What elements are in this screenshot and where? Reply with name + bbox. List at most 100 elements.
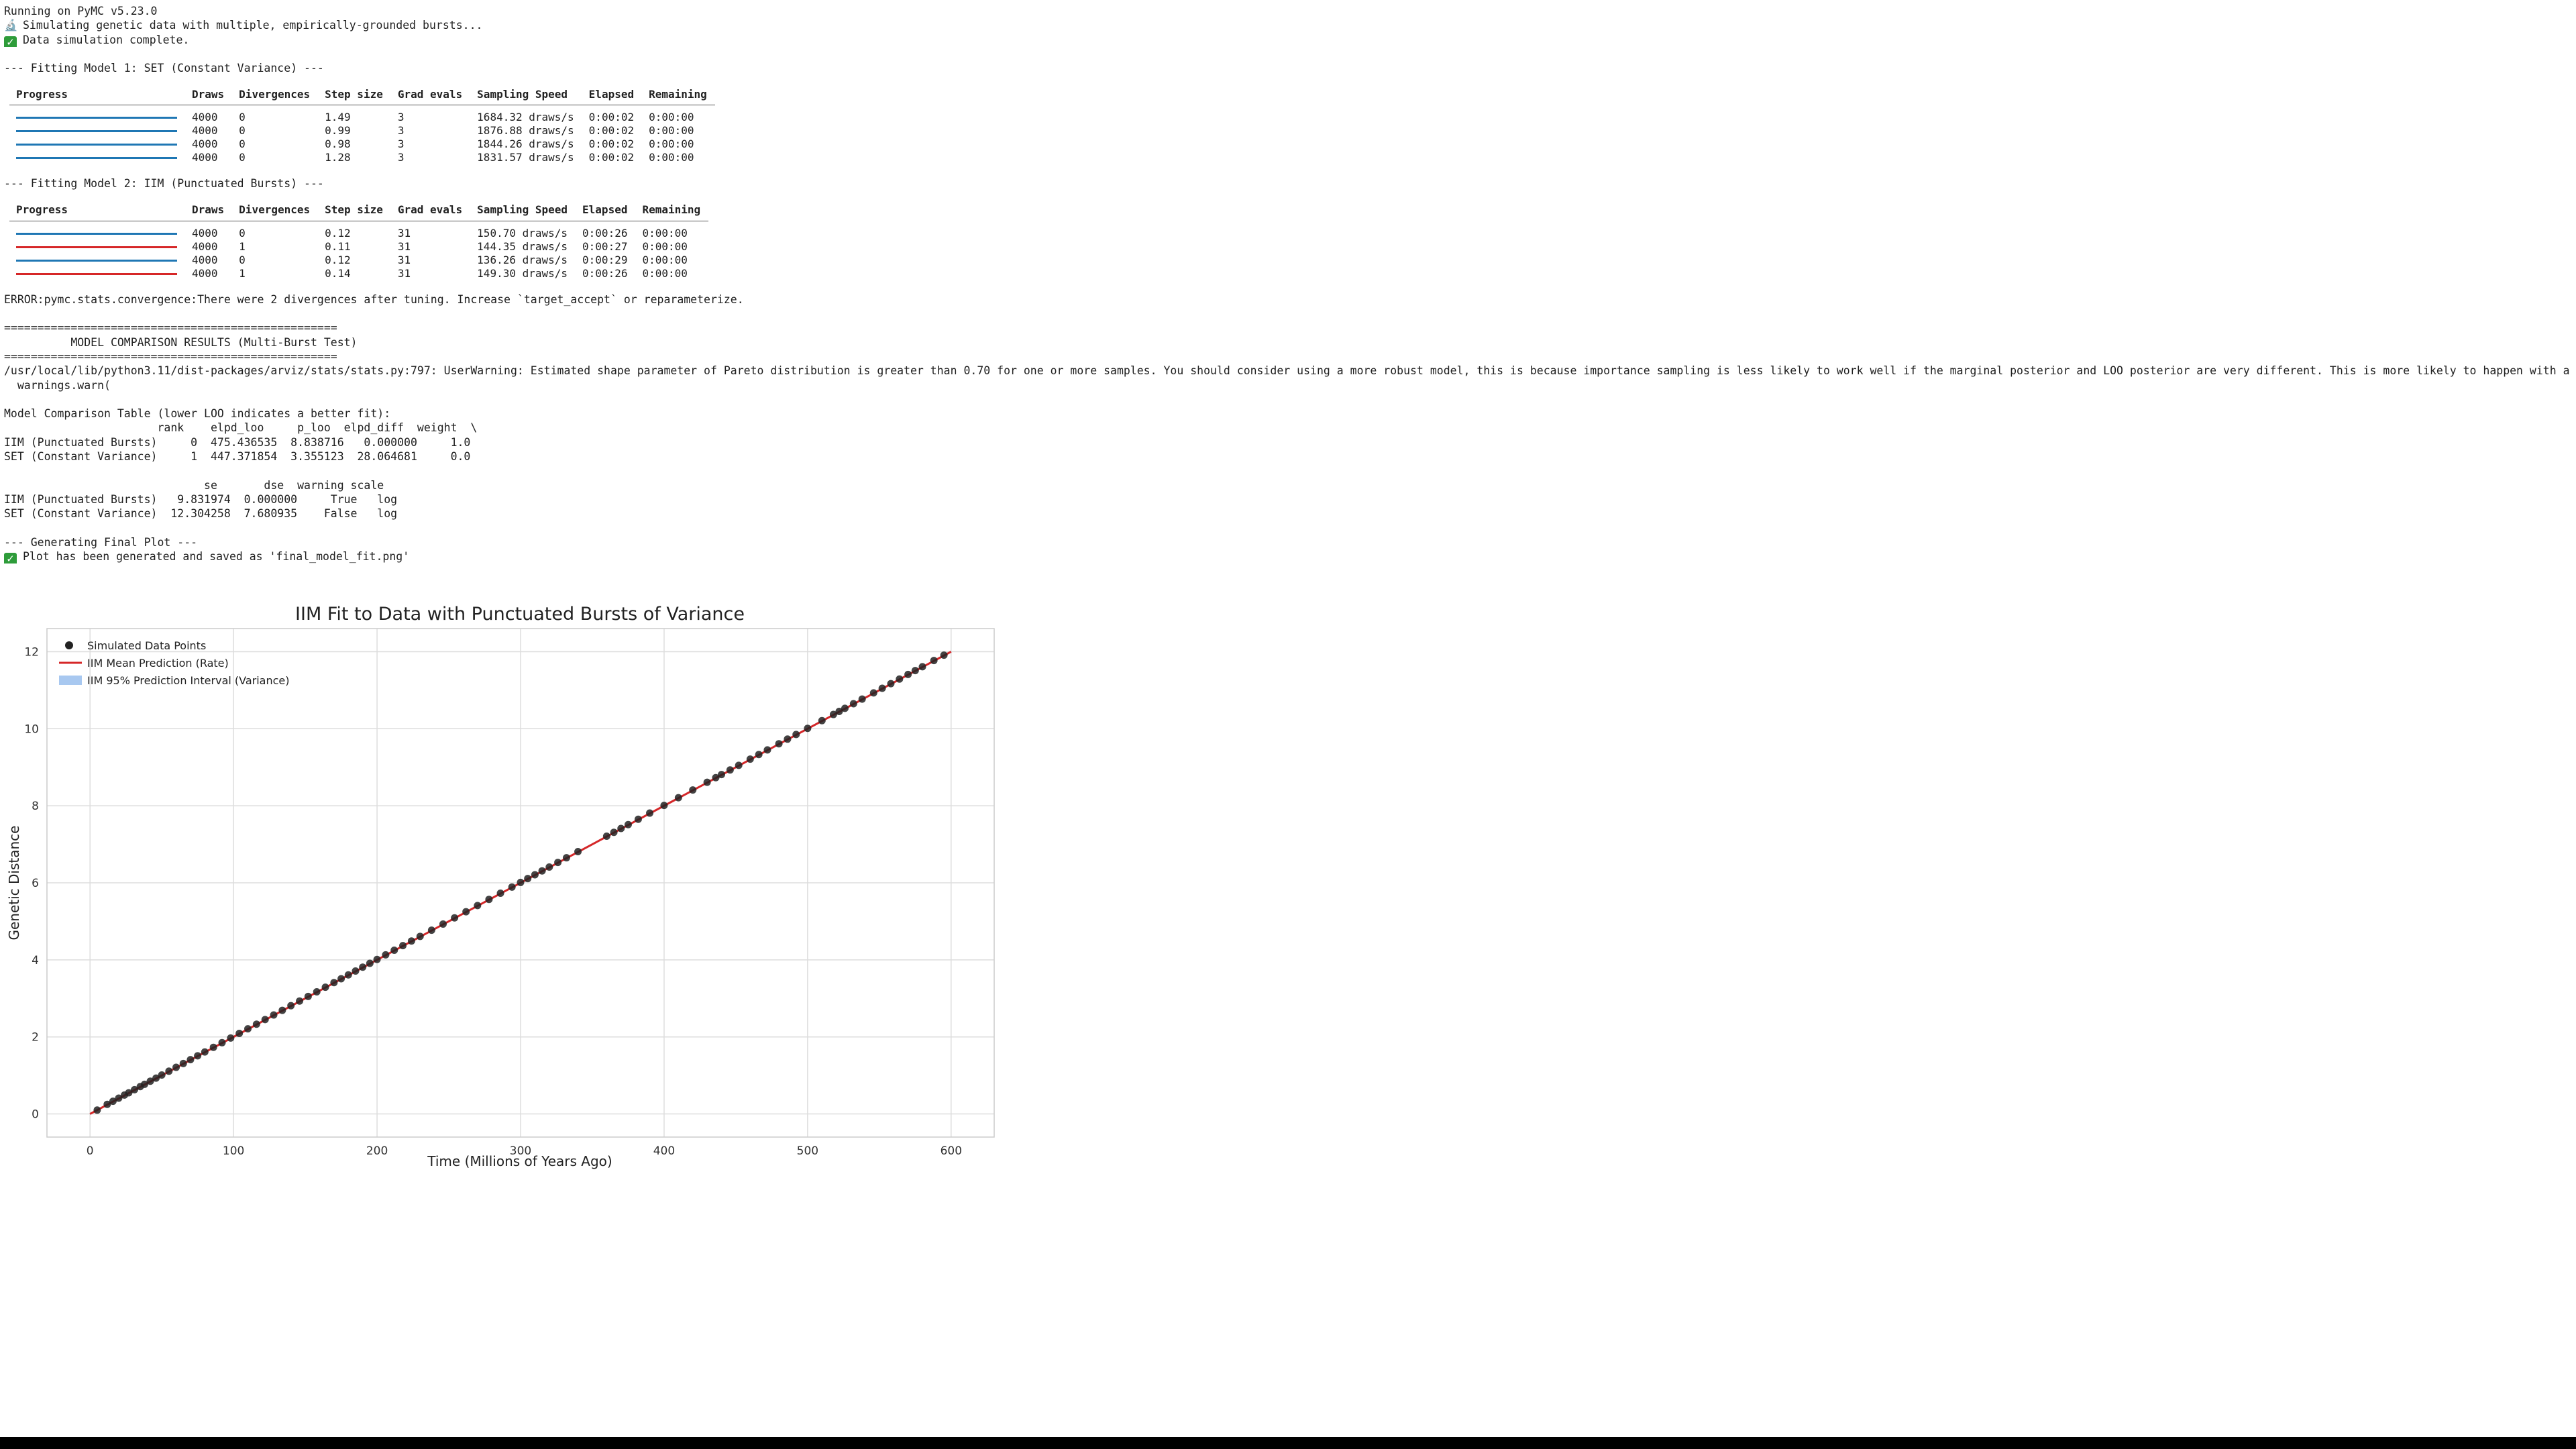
simulation-done-line: ✓ Data simulation complete. — [4, 33, 2576, 47]
data-point — [841, 704, 849, 712]
checkmark-icon: ✓ — [4, 36, 17, 47]
comparison-row-iim-1: IIM (Punctuated Bursts) 0 475.436535 8.8… — [4, 435, 471, 449]
data-point — [545, 863, 553, 871]
header-divergences: Divergences — [232, 83, 319, 106]
data-point — [439, 920, 447, 928]
progress-bar-cell — [9, 124, 185, 138]
sampling-speed-cell: 1876.88 draws/s — [477, 124, 574, 138]
data-point — [746, 755, 754, 763]
data-point — [896, 675, 904, 683]
header-draws: Draws — [185, 199, 233, 221]
data-point — [508, 883, 516, 891]
grad-evals-cell: 3 — [397, 111, 405, 124]
sampling-speed-cell: 150.70 draws/s — [477, 226, 568, 239]
data-point — [194, 1052, 202, 1060]
elapsed-cell: 0:00:02 — [588, 151, 635, 164]
x-tick-label: 500 — [797, 1144, 818, 1158]
data-point — [574, 847, 582, 855]
comparison-row-set-1: SET (Constant Variance) 1 447.371854 3.3… — [4, 450, 471, 464]
elapsed-cell: 0:00:27 — [582, 239, 628, 253]
error-line: ERROR:pymc.stats.convergence:There were … — [4, 292, 744, 306]
sampling-speed-cell: 149.30 draws/s — [477, 266, 568, 280]
data-point — [125, 1089, 133, 1097]
progress-bar-cell — [9, 240, 185, 254]
plot-frame — [46, 628, 995, 1138]
y-tick-label: 6 — [32, 877, 39, 890]
y-axis-ticks: 0 2 4 6 8 10 12 — [24, 645, 39, 1121]
x-tick-label: 400 — [653, 1144, 675, 1158]
separator-rule: ========================================… — [4, 350, 337, 363]
step-size-cell: 1.49 — [325, 111, 351, 124]
data-point — [186, 1056, 195, 1064]
data-point — [287, 1002, 295, 1010]
chart-title: IIM Fit to Data with Punctuated Bursts o… — [295, 604, 745, 625]
data-point — [209, 1043, 217, 1051]
progress-bar — [16, 272, 177, 275]
data-point — [352, 967, 360, 975]
data-point — [617, 824, 625, 833]
progress-bar-cell — [9, 151, 185, 164]
header-sampling-speed: Sampling Speed — [470, 83, 582, 106]
y-tick-label: 10 — [24, 722, 39, 736]
data-point — [131, 1085, 139, 1093]
data-point — [904, 670, 912, 678]
comparison-header-1: rank elpd_loo p_loo elpd_diff weight \ — [4, 421, 478, 435]
data-point — [93, 1106, 101, 1114]
x-tick-label: 300 — [510, 1144, 531, 1158]
data-point — [930, 657, 938, 665]
data-point — [755, 751, 763, 759]
header-remaining: Remaining — [642, 83, 715, 106]
grad-evals-cell: 31 — [397, 266, 411, 280]
data-point — [152, 1074, 160, 1082]
data-point — [940, 651, 948, 659]
header-draws: Draws — [185, 83, 233, 106]
sampling-speed-cell: 144.35 draws/s — [477, 239, 568, 253]
divergences-cell: 0 — [239, 226, 246, 239]
data-point — [538, 867, 546, 875]
data-point — [337, 975, 345, 983]
data-point — [344, 971, 352, 979]
data-point — [784, 735, 792, 743]
x-tick-label: 600 — [941, 1144, 962, 1158]
draws-cell: 4000 — [192, 239, 218, 253]
progress-bar — [16, 144, 177, 146]
data-point — [158, 1071, 166, 1079]
x-axis-ticks: 0 100 200 300 400 500 600 — [87, 1144, 962, 1158]
elapsed-cell: 0:00:02 — [588, 111, 635, 124]
remaining-cell: 0:00:00 — [642, 226, 688, 239]
progress-row: 4000 0 1.49 3 1684.32 draws/s 0:00:02 0:00:00 — [9, 105, 715, 125]
data-point — [109, 1097, 117, 1106]
data-point — [858, 695, 866, 703]
grad-evals-cell: 3 — [397, 138, 405, 151]
warning-line-2: warnings.warn( — [4, 378, 111, 392]
data-point — [427, 926, 435, 934]
divergences-cell: 0 — [239, 138, 246, 151]
y-tick-label: 2 — [32, 1031, 39, 1044]
remaining-cell: 0:00:00 — [649, 151, 694, 164]
remaining-cell: 0:00:00 — [649, 138, 694, 151]
remaining-cell: 0:00:00 — [649, 124, 694, 138]
data-point — [517, 878, 525, 886]
data-point — [382, 951, 390, 959]
progress-row: 4000 0 0.12 31 150.70 draws/s 0:00:26 0:00:00 — [9, 221, 708, 240]
data-point — [869, 689, 877, 697]
data-point — [366, 959, 374, 967]
data-point — [313, 988, 321, 996]
data-point — [140, 1080, 148, 1088]
data-point — [562, 854, 570, 862]
pymc-version-line: Running on PyMC v5.23.0 — [4, 5, 158, 17]
header-elapsed: Elapsed — [576, 199, 636, 221]
data-point — [278, 1006, 286, 1014]
x-tick-label: 200 — [366, 1144, 388, 1158]
elapsed-cell: 0:00:26 — [582, 226, 628, 239]
data-points — [93, 651, 948, 1114]
data-point — [835, 707, 843, 715]
progress-row: 4000 0 0.99 3 1876.88 draws/s 0:00:02 0:00:00 — [9, 124, 715, 138]
progress-bar — [16, 157, 177, 160]
data-point — [878, 684, 886, 692]
draws-cell: 4000 — [192, 138, 218, 151]
header-step-size: Step size — [318, 199, 391, 221]
y-tick-label: 4 — [32, 954, 39, 967]
data-point — [330, 979, 338, 987]
progress-row: 4000 0 0.12 31 136.26 draws/s 0:00:29 0:00:00 — [9, 254, 708, 267]
